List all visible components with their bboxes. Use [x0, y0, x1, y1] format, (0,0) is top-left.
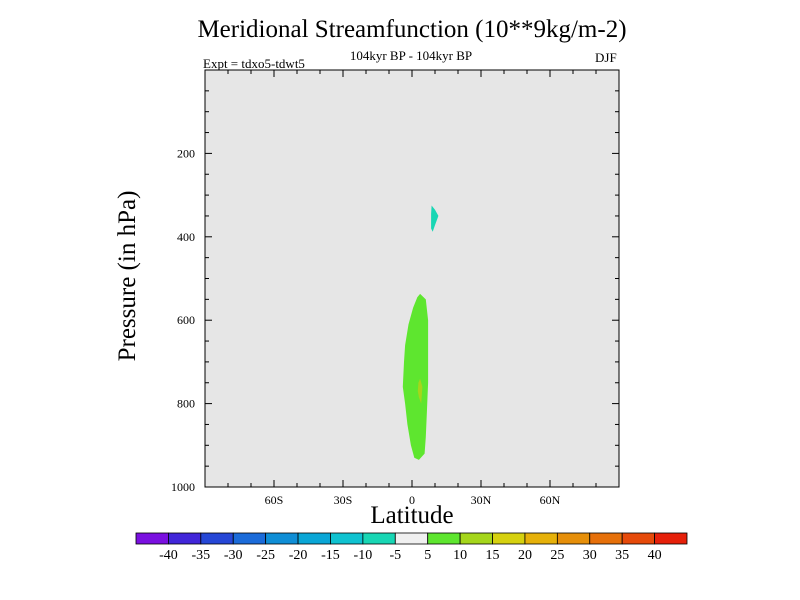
colorbar-label: 25 [550, 548, 564, 563]
contour-region-0 [402, 293, 429, 460]
colorbar-box [232, 532, 267, 545]
colorbar-label: -15 [321, 548, 340, 563]
experiment-label: Expt = tdxo5-tdwt5 [203, 56, 305, 71]
colorbar-label: 20 [518, 548, 532, 563]
colorbar-label: -5 [389, 548, 401, 563]
x-axis-label: Latitude [370, 502, 454, 529]
colorbar-box [362, 532, 396, 545]
x-tick-label: 0 [409, 493, 415, 507]
colorbar-box [427, 532, 461, 545]
colorbar-label: -35 [191, 548, 210, 563]
contour-region-2 [431, 205, 439, 232]
y-tick-label: 400 [177, 230, 195, 244]
colorbar-box [330, 532, 364, 545]
axis-ticks: 60S 30S 0 30N 60N 200 400 600 800 1000 [171, 70, 620, 507]
contour-regions [402, 205, 439, 460]
colorbar-label: -10 [354, 548, 373, 563]
colorbar-box [492, 532, 526, 545]
chart-subtitle: 104kyr BP - 104kyr BP [349, 48, 473, 63]
colorbar-label: -25 [256, 548, 275, 563]
y-tick-label: 600 [177, 313, 195, 327]
colorbar-label: 35 [615, 548, 629, 563]
colorbar-box [556, 532, 591, 545]
colorbar-box [524, 532, 558, 545]
colorbar-box [394, 532, 429, 545]
x-tick-label: 60S [265, 493, 284, 507]
colorbar-label: -40 [159, 548, 178, 563]
colorbar-box [297, 532, 331, 545]
y-tick-label: 800 [177, 397, 195, 411]
x-tick-label: 60N [540, 493, 561, 507]
colorbar-label: 40 [648, 548, 662, 563]
colorbar-box [265, 532, 299, 545]
season-label: DJF [595, 50, 617, 65]
y-tick-label: 200 [177, 146, 195, 160]
colorbar-label: 15 [486, 548, 500, 563]
y-tick-label: 1000 [171, 480, 195, 494]
colorbar-label: -20 [289, 548, 308, 563]
colorbar-box [621, 532, 655, 545]
x-tick-label: 30N [471, 493, 492, 507]
colorbar-box [168, 532, 202, 545]
colorbar: -40 -35 -30 -25 -20 -15 -10 -5 5 10 15 20 25 30 35 40 [135, 532, 688, 563]
colorbar-box [200, 532, 234, 545]
colorbar-label: 10 [453, 548, 467, 563]
colorbar-box [654, 532, 688, 545]
colorbar-box [589, 532, 623, 545]
colorbar-label: 30 [583, 548, 597, 563]
x-tick-label: 30S [334, 493, 353, 507]
colorbar-box [459, 532, 493, 545]
colorbar-box [135, 532, 169, 545]
contour-region-1 [417, 378, 423, 404]
colorbar-label: 5 [424, 548, 431, 563]
chart-title: Meridional Streamfunction (10**9kg/m-2) [197, 16, 627, 43]
colorbar-label: -30 [224, 548, 243, 563]
